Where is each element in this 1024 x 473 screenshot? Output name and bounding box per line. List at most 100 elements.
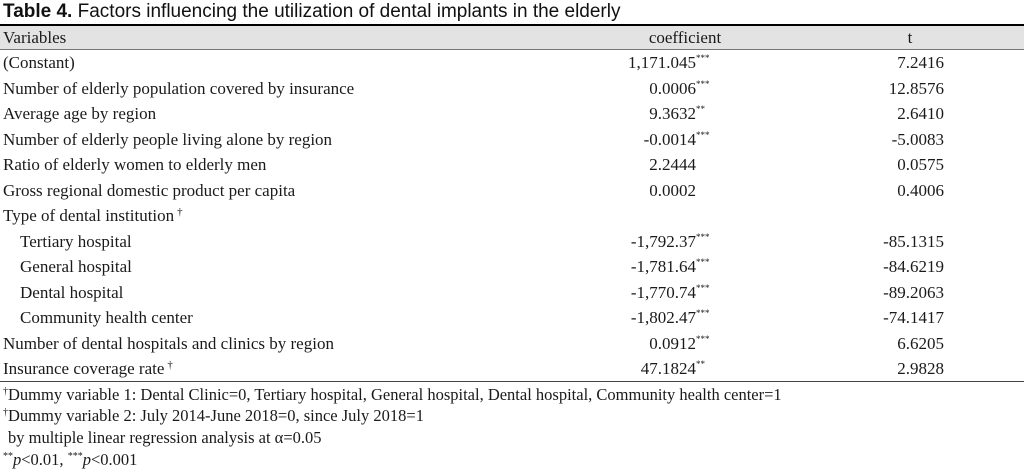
variable-cell: (Constant): [3, 50, 75, 76]
variable-cell: Ratio of elderly women to elderly men: [3, 152, 266, 178]
table-row: Ratio of elderly women to elderly men 2.2…: [0, 152, 1024, 178]
table-row: Tertiary hospital -1,792.37*** -85.1315: [0, 229, 1024, 255]
coefficient-cell: 47.1824**: [560, 356, 710, 382]
footnote-method: by multiple linear regression analysis a…: [8, 427, 322, 449]
table-row: Dental hospital -1,770.74*** -89.2063: [0, 280, 1024, 306]
variable-label: Community health center: [20, 308, 193, 327]
significance-mark: ***: [67, 451, 83, 462]
variable-label: Type of dental institution: [3, 206, 175, 225]
t-value: 0.0575: [897, 155, 944, 174]
variable-cell: Type of dental institution †: [3, 203, 183, 229]
t-value: -89.2063: [883, 282, 944, 302]
t-value: 2.6410: [897, 104, 944, 123]
table-row: Type of dental institution †: [0, 203, 1024, 229]
table-header-row: Variables coefficient t: [0, 26, 1024, 50]
footnote-text: <0.001: [90, 450, 138, 469]
variable-cell: Community health center: [20, 305, 193, 331]
significance-mark: ***: [696, 257, 710, 267]
t-value: 2.9828: [897, 359, 944, 378]
footnote-text: by multiple linear regression analysis a…: [8, 428, 322, 447]
variable-label: Number of dental hospitals and clinics b…: [3, 333, 334, 353]
t-value: -84.6219: [883, 257, 944, 276]
table-caption: Table 4. Factors influencing the utiliza…: [3, 0, 620, 24]
t-value: 7.2416: [897, 53, 944, 72]
t-value: 6.6205: [897, 333, 944, 353]
coefficient-cell: 0.0006***: [560, 76, 710, 102]
variable-cell: Number of elderly population covered by …: [3, 76, 354, 102]
coefficient-value: 0.0912: [649, 333, 696, 353]
table-row: Number of elderly people living alone by…: [0, 127, 1024, 153]
significance-mark: ***: [696, 78, 710, 89]
dagger-mark: †: [3, 407, 8, 418]
table-top-rule: [0, 24, 1024, 26]
table-row: General hospital -1,781.64*** -84.6219: [0, 254, 1024, 280]
coefficient-cell: [560, 203, 710, 229]
header-t: t: [907, 28, 913, 47]
variable-label: Number of elderly people living alone by…: [3, 129, 333, 149]
table-number: Table 4.: [3, 1, 73, 22]
variable-cell: General hospital: [20, 254, 132, 280]
table-row: Number of dental hospitals and clinics b…: [0, 331, 1024, 357]
coefficient-value: 1,171.045: [628, 53, 696, 72]
coefficient-value: 0.0002: [649, 180, 696, 200]
table-row: Community health center -1,802.47*** -74.1…: [0, 305, 1024, 331]
variable-label: Tertiary hospital: [20, 231, 132, 251]
variable-cell: Dental hospital: [20, 280, 123, 306]
coefficient-cell: -1,792.37***: [560, 229, 710, 255]
t-value: -5.0083: [891, 129, 944, 149]
dagger-mark: †: [177, 206, 183, 218]
coefficient-cell: 1,171.045***: [560, 50, 710, 76]
coefficient-value: 2.2444: [649, 155, 696, 174]
significance-mark: **: [3, 451, 13, 462]
dagger-mark: †: [3, 386, 8, 397]
variable-cell: Number of dental hospitals and clinics b…: [3, 331, 334, 357]
variable-cell: Gross regional domestic product per capi…: [3, 178, 295, 204]
footnote-text: <0.01,: [21, 450, 68, 469]
footnote-dummy-1: †Dummy variable 1: Dental Clinic=0, Tert…: [3, 384, 782, 406]
significance-mark: **: [696, 359, 705, 369]
coefficient-value: -1,792.37: [630, 231, 696, 251]
coefficient-value: 47.1824: [640, 359, 696, 378]
header-coefficient: coefficient: [648, 28, 722, 47]
coefficient-value: -1,770.74: [630, 282, 696, 302]
coefficient-value: 0.0006: [649, 78, 696, 98]
footnote-text: Dummy variable 2: July 2014-June 2018=0,…: [8, 406, 424, 425]
coefficient-cell: -1,802.47***: [560, 305, 710, 331]
variable-label: Gross regional domestic product per capi…: [3, 180, 296, 200]
header-variables: Variables: [3, 28, 67, 47]
p-symbol: p: [13, 450, 22, 469]
significance-mark: ***: [696, 129, 710, 140]
significance-mark: ***: [696, 333, 710, 344]
table-row: Number of elderly population covered by …: [0, 76, 1024, 102]
variable-label: (Constant): [3, 53, 75, 72]
variable-cell: Insurance coverage rate †: [3, 356, 173, 382]
coefficient-cell: 9.3632**: [560, 101, 710, 127]
coefficient-value: -1,781.64: [630, 257, 696, 276]
variable-cell: Number of elderly people living alone by…: [3, 127, 332, 153]
coefficient-value: -0.0014: [643, 129, 696, 149]
variable-cell: Tertiary hospital: [20, 229, 132, 255]
coefficient-cell: 2.2444: [560, 152, 710, 178]
coefficient-cell: -0.0014***: [560, 127, 710, 153]
t-value: -85.1315: [883, 231, 944, 251]
significance-mark: ***: [696, 308, 710, 318]
coefficient-cell: -1,770.74***: [560, 280, 710, 306]
variable-label: Number of elderly population covered by …: [3, 78, 355, 98]
table-row: (Constant) 1,171.045*** 7.2416: [0, 50, 1024, 76]
table-row: Average age by region 9.3632** 2.6410: [0, 101, 1024, 127]
significance-mark: **: [696, 104, 705, 114]
coefficient-value: -1,802.47: [630, 308, 696, 327]
p-symbol: p: [82, 450, 91, 469]
coefficient-value: 9.3632: [649, 104, 696, 123]
t-value: -74.1417: [883, 308, 944, 327]
significance-mark: ***: [696, 282, 710, 293]
table-title: Factors influencing the utilization of d…: [77, 1, 621, 22]
variable-label: Insurance coverage rate: [3, 359, 165, 378]
significance-mark: ***: [696, 53, 710, 63]
significance-mark: ***: [696, 231, 710, 242]
coefficient-cell: -1,781.64***: [560, 254, 710, 280]
variable-label: Average age by region: [3, 104, 157, 123]
table-row: Gross regional domestic product per capi…: [0, 178, 1024, 204]
variable-label: Dental hospital: [20, 282, 124, 302]
